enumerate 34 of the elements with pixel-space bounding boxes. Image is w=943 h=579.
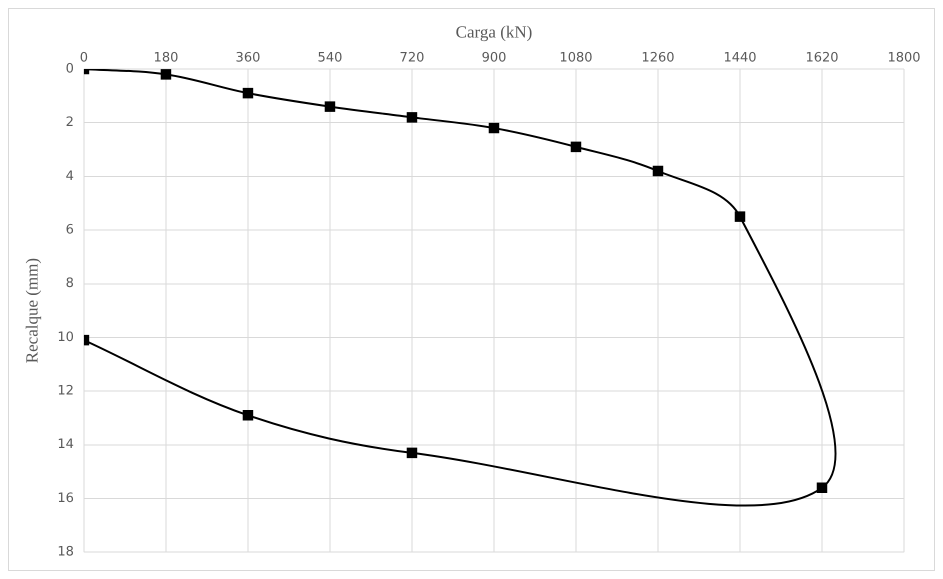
point	[406, 112, 418, 123]
point	[488, 122, 500, 134]
x-tick-label: 1800	[887, 50, 921, 66]
x-tick-label: 360	[236, 50, 260, 66]
y-tick-label: 4	[66, 168, 74, 184]
x-tick-label: 1080	[559, 50, 593, 66]
x-tick-label: 720	[400, 50, 424, 66]
y-tick-label: 6	[66, 222, 74, 238]
point	[242, 88, 254, 98]
y-tick-label: 18	[57, 544, 74, 560]
point	[324, 101, 336, 112]
y-tick-label: 16	[57, 490, 74, 506]
y-tick-label: 10	[57, 330, 74, 345]
point	[816, 482, 828, 494]
point	[160, 69, 172, 80]
y-tick-label: 0	[66, 61, 74, 76]
y-tick-label: 14	[57, 437, 74, 452]
y-tick-label: 12	[57, 384, 74, 399]
point	[570, 142, 582, 152]
point	[406, 448, 418, 458]
y-axis-title: Recalque (mm)	[22, 258, 42, 364]
y-tick-label: 2	[66, 115, 74, 130]
x-tick-label: 540	[318, 50, 342, 66]
x-tick-label: 1440	[723, 50, 757, 66]
y-tick-label: 8	[66, 276, 74, 292]
x-tick-label: 180	[154, 50, 178, 66]
x-axis-title: Carga (kN)	[456, 22, 532, 42]
point	[242, 410, 254, 421]
x-tick-label: 1260	[641, 50, 675, 66]
point	[734, 211, 746, 222]
point	[652, 166, 664, 176]
x-tick-label: 1620	[805, 50, 839, 66]
x-tick-label: 900	[482, 50, 506, 66]
x-tick-label: 0	[80, 50, 88, 66]
